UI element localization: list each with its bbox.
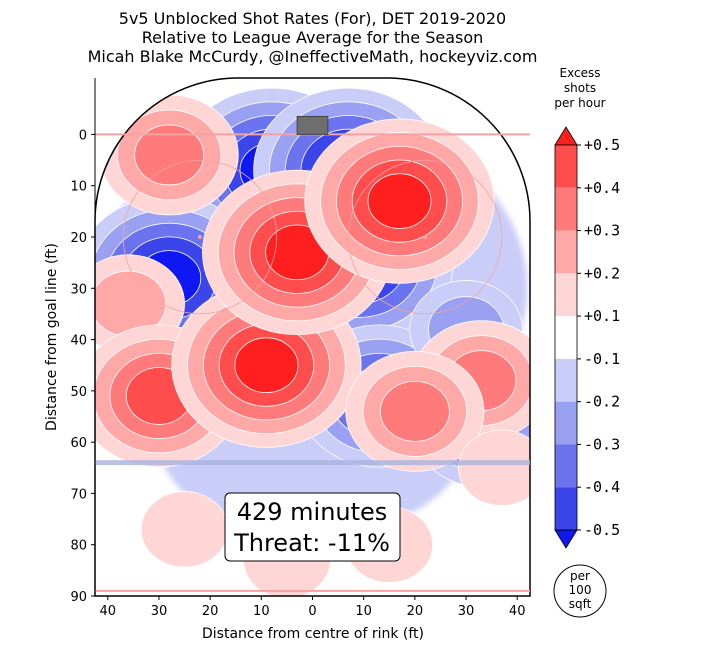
y-tick-label: 20 bbox=[70, 231, 87, 246]
colorbar-extend-bottom bbox=[554, 529, 578, 549]
hot-spot-0 bbox=[99, 94, 239, 216]
y-tick-label: 0 bbox=[79, 128, 87, 143]
colorbar-segment bbox=[555, 145, 577, 188]
x-tick-label: 30 bbox=[151, 604, 168, 619]
axes: 40 30 20 10 0 10 20 30 40 0 10 20 30 40 50 60 70 80 90 bbox=[70, 78, 530, 619]
annotation-box: 429 minutes Threat: -11% bbox=[224, 492, 401, 562]
colorbar-title: Excess bbox=[560, 66, 601, 80]
x-tick-label: 40 bbox=[509, 604, 526, 619]
x-tick-label: 10 bbox=[253, 604, 270, 619]
x-tick-label: 0 bbox=[308, 604, 316, 619]
colorbar-segment bbox=[555, 487, 577, 530]
hot-spot-5 bbox=[304, 118, 495, 284]
colorbar-segment bbox=[555, 273, 577, 317]
unit-badge bbox=[553, 564, 607, 618]
x-tick-label: 10 bbox=[355, 604, 372, 619]
y-tick-label: 40 bbox=[70, 334, 87, 349]
y-tick-label: 10 bbox=[70, 180, 87, 195]
colorbar-tick-label: -0.3 bbox=[584, 435, 620, 453]
colorbar-segment bbox=[555, 187, 577, 231]
x-tick-label: 30 bbox=[458, 604, 475, 619]
colorbar-segment bbox=[555, 358, 577, 402]
colorbar-segment bbox=[555, 230, 577, 274]
colorbar-title: shots bbox=[564, 81, 596, 95]
y-tick-label: 50 bbox=[70, 385, 87, 400]
unit-text: sqft bbox=[569, 597, 592, 611]
colorbar-tick-label: -0.1 bbox=[584, 350, 620, 368]
chart-author: Micah Blake McCurdy, @IneffectiveMath, h… bbox=[87, 47, 538, 66]
y-tick-label: 60 bbox=[70, 436, 87, 451]
colorbar-segment bbox=[555, 316, 577, 359]
colorbar-extend-top bbox=[554, 126, 578, 146]
colorbar-tick-label: +0.2 bbox=[584, 264, 620, 282]
chart-subtitle: Relative to League Average for the Seaso… bbox=[141, 28, 484, 47]
hot-spot-8 bbox=[457, 429, 530, 506]
unit-text: per bbox=[570, 569, 590, 583]
y-tick-label: 80 bbox=[70, 539, 87, 554]
x-tick-label: 40 bbox=[100, 604, 117, 619]
faceoff-dot bbox=[423, 234, 428, 239]
colorbar-tick-label: -0.2 bbox=[584, 393, 620, 411]
hot-spot-9 bbox=[140, 491, 229, 568]
faceoff-dot bbox=[197, 234, 202, 239]
x-tick-label: 20 bbox=[202, 604, 219, 619]
faceoff-circle bbox=[347, 159, 503, 315]
y-tick-label: 70 bbox=[70, 487, 87, 502]
x-tick-label: 20 bbox=[407, 604, 424, 619]
goal-net bbox=[296, 115, 329, 135]
colorbar-title: per hour bbox=[554, 96, 605, 110]
x-axis-label: Distance from centre of rink (ft) bbox=[202, 626, 424, 642]
rink-markings bbox=[94, 77, 531, 597]
hot-spot-7 bbox=[345, 350, 485, 472]
unit-text: 100 bbox=[569, 583, 592, 597]
heatmap-layer bbox=[95, 78, 530, 596]
threat-label: Threat: -11% bbox=[233, 529, 390, 557]
colorbar-segment bbox=[555, 401, 577, 445]
colorbar-tick-label: +0.1 bbox=[584, 307, 620, 325]
faceoff-circle bbox=[122, 159, 278, 315]
chart-title: 5v5 Unblocked Shot Rates (For), DET 2019… bbox=[118, 9, 507, 28]
y-tick-label: 30 bbox=[70, 282, 87, 297]
colorbar-tick-label: -0.5 bbox=[584, 521, 620, 539]
y-tick-label: 90 bbox=[70, 590, 87, 605]
colorbar-tick-label: +0.3 bbox=[584, 222, 620, 240]
colorbar-tick-label: +0.5 bbox=[584, 136, 620, 154]
colorbar-segment bbox=[555, 444, 577, 488]
minutes-label: 429 minutes bbox=[237, 498, 388, 526]
colorbar-tick-label: -0.4 bbox=[584, 478, 620, 496]
y-axis-label: Distance from goal line (ft) bbox=[44, 243, 60, 431]
colorbar-tick-label: +0.4 bbox=[584, 179, 620, 197]
